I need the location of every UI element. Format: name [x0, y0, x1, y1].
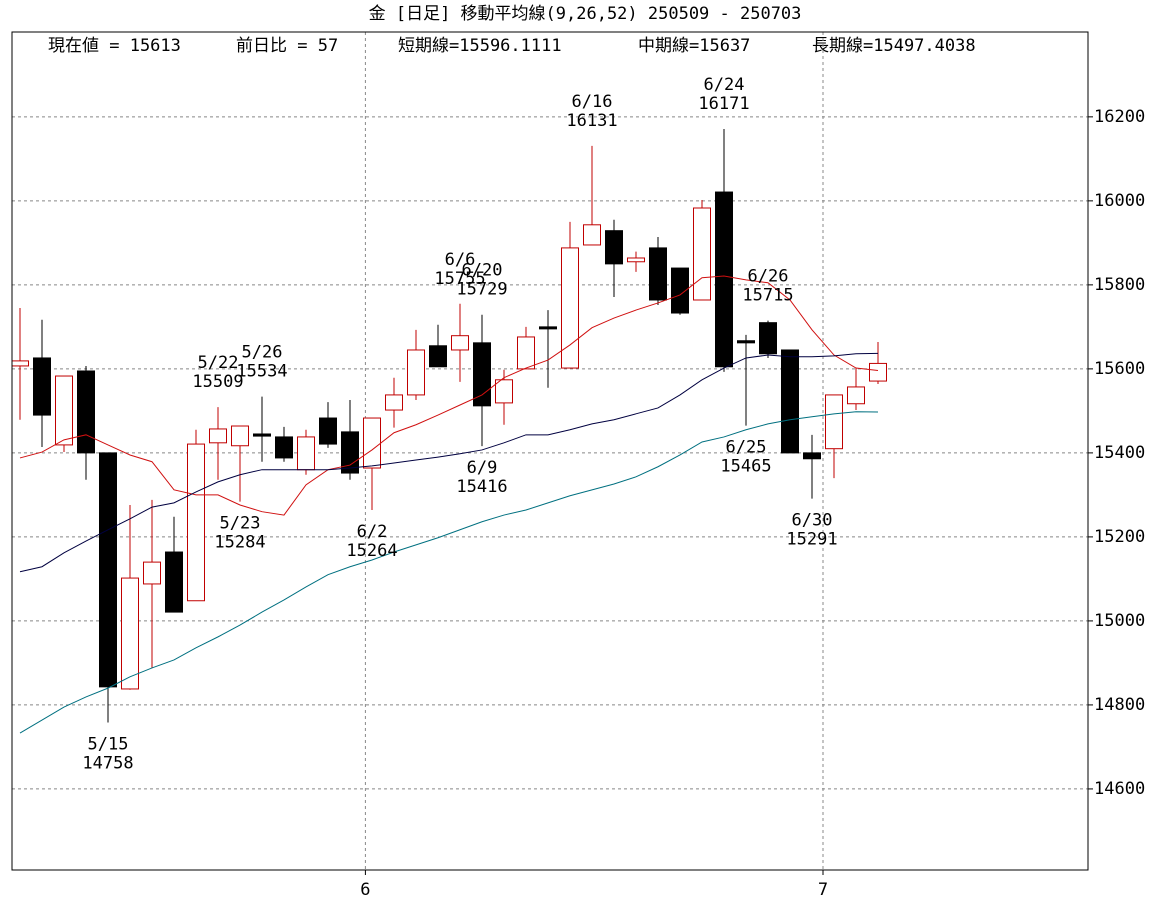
annotation-value: 15291 [786, 530, 837, 550]
candle-body [341, 431, 359, 474]
candle-body [407, 349, 425, 396]
y-tick-label: 15400 [1094, 443, 1145, 463]
candle-body [671, 267, 689, 314]
candle-body [693, 207, 711, 301]
x-tick-label: 6 [360, 880, 370, 900]
candle-body [231, 425, 249, 447]
candle-body [297, 436, 315, 471]
x-tick-label: 7 [818, 880, 828, 900]
annotation-date: 5/23 [220, 514, 261, 534]
candle-body [473, 342, 491, 407]
candle-body [759, 322, 777, 355]
annotation-date: 6/20 [462, 261, 503, 281]
candle-body [517, 336, 535, 370]
candle-body [825, 394, 843, 450]
info-text: 現在値 = 15613 [48, 36, 181, 56]
y-tick-label: 14600 [1094, 779, 1145, 799]
candle-body [561, 247, 579, 369]
moving-average-line [19, 352, 879, 573]
annotation-value: 15534 [236, 362, 287, 382]
candle-body [715, 191, 733, 368]
candle-body [429, 345, 447, 368]
annotation-value: 15755 [434, 269, 485, 289]
candle-body [737, 340, 755, 344]
annotation-value: 16171 [698, 94, 749, 114]
candle-body [275, 436, 293, 459]
candle-body [869, 362, 887, 382]
annotation-date: 6/6 [445, 250, 476, 270]
candle-body [385, 394, 403, 411]
candle-body [209, 428, 227, 444]
annotation-value: 15715 [742, 286, 793, 306]
info-text: 長期線=15497.4038 [812, 36, 976, 56]
annotation-date: 6/30 [792, 511, 833, 531]
annotation-value: 15284 [214, 533, 265, 553]
annotation-value: 15264 [346, 541, 397, 561]
y-tick-label: 15200 [1094, 527, 1145, 547]
candle-body [33, 357, 51, 416]
candle-body [143, 561, 161, 585]
annotation-value: 16131 [566, 111, 617, 131]
candle-body [99, 452, 117, 688]
candle-body [803, 452, 821, 460]
y-tick-label: 14800 [1094, 695, 1145, 715]
info-text: 短期線=15596.1111 [398, 36, 562, 56]
info-text: 中期線=15637 [638, 36, 750, 56]
candle-body [649, 247, 667, 301]
candle-body [781, 349, 799, 454]
moving-average-line [19, 275, 879, 516]
annotation-date: 6/26 [748, 267, 789, 287]
candle-body [12, 360, 29, 367]
annotation-value: 15416 [456, 477, 507, 497]
annotation-value: 15729 [456, 280, 507, 300]
candle-body [847, 386, 865, 405]
info-text: 前日比 = 57 [236, 36, 338, 56]
annotation-date: 5/22 [198, 353, 239, 373]
annotation-date: 5/26 [242, 343, 283, 363]
y-tick-label: 16000 [1094, 191, 1145, 211]
candle-body [627, 257, 645, 263]
candle-body [363, 417, 381, 469]
candle-body [187, 443, 205, 602]
y-tick-label: 15000 [1094, 611, 1145, 631]
annotation-value: 15465 [720, 457, 771, 477]
annotation-value: 14758 [82, 754, 133, 774]
candle-body [77, 370, 95, 454]
annotation-date: 6/24 [704, 75, 745, 95]
plot-frame [11, 31, 1089, 871]
candle-body [55, 375, 73, 446]
candle-body [253, 433, 271, 437]
candle-body [583, 224, 601, 246]
chart-title: 金 [日足] 移動平均線(9,26,52) 250509 - 250703 [369, 4, 802, 24]
annotation-date: 6/25 [726, 438, 767, 458]
annotation-value: 15509 [192, 372, 243, 392]
candle-body [121, 577, 139, 690]
candle-body [165, 551, 183, 613]
candle-body [319, 417, 337, 445]
annotation-date: 6/2 [357, 522, 388, 542]
candle-body [605, 230, 623, 265]
candle-body [539, 326, 557, 330]
y-tick-label: 15800 [1094, 275, 1145, 295]
annotation-date: 5/15 [88, 735, 129, 755]
candle-body [495, 379, 513, 404]
y-tick-label: 16200 [1094, 107, 1145, 127]
annotation-date: 6/9 [467, 458, 498, 478]
moving-average-line [19, 411, 879, 734]
candle-body [451, 335, 469, 351]
annotation-date: 6/16 [572, 92, 613, 112]
y-tick-label: 15600 [1094, 359, 1145, 379]
